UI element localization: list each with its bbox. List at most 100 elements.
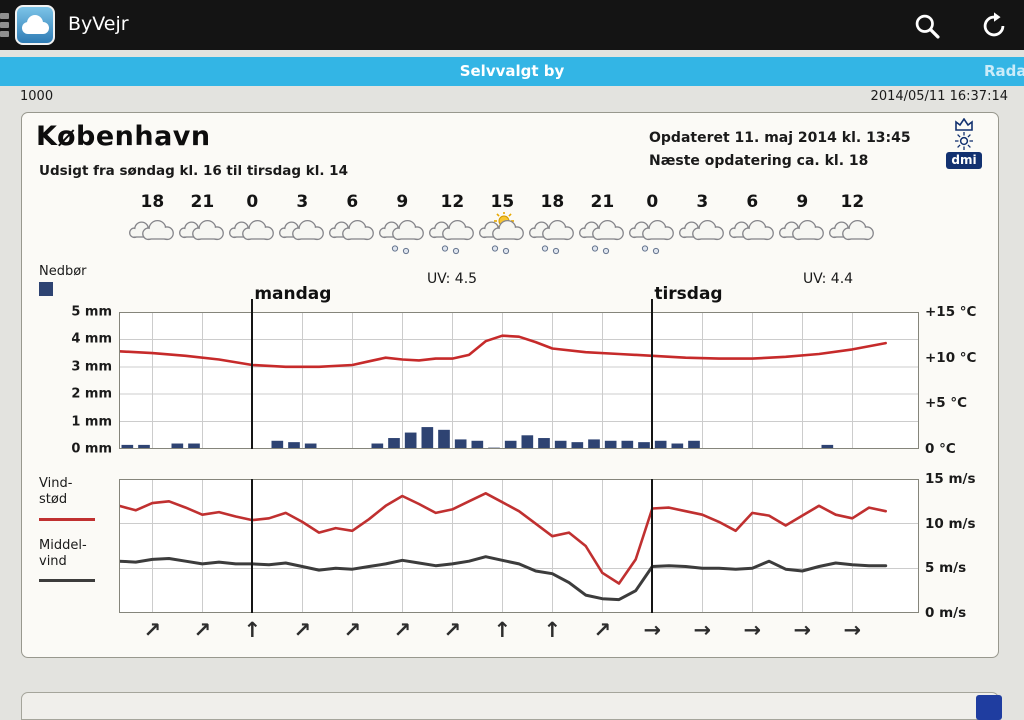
precip-tick: 4 mm [71, 331, 112, 347]
day-boundary-line [251, 299, 254, 449]
wind-arrow-ne: ↗ [193, 618, 212, 642]
wind-arrow-n: ↑ [543, 618, 562, 642]
wind-tick: 0 m/s [925, 605, 967, 621]
weather-icon-sun-cloud-rain [477, 211, 527, 256]
hour-label: 18 [540, 192, 565, 212]
wind-arrow-n: ↑ [243, 618, 262, 642]
precip-axis: 5 mm 4 mm 3 mm 2 mm 1 mm 0 mm [22, 305, 114, 457]
weather-icon-cloud-rain [577, 212, 627, 256]
wind-arrow-ne: ↗ [293, 618, 312, 642]
tab-selected-city[interactable]: Selvvalgt by [459, 62, 565, 80]
weather-icon-row [119, 211, 919, 258]
updated-text: Opdateret 11. maj 2014 kl. 13:45 [649, 130, 911, 146]
app-title: ByVejr [68, 13, 129, 35]
weather-icon-cloud [777, 212, 827, 256]
weather-icon-cloud-rain [627, 212, 677, 256]
precip-tick: 0 mm [71, 441, 112, 457]
precip-temp-chart [119, 312, 919, 449]
hour-label: 12 [840, 192, 865, 212]
temp-axis: +15 °C +10 °C +5 °C 0 °C [925, 304, 999, 457]
weather-icon-cloud [227, 212, 277, 256]
hour-label: 3 [696, 192, 709, 212]
hour-label: 9 [796, 192, 809, 212]
precip-tick: 3 mm [71, 359, 112, 375]
weather-icon-cloud [827, 212, 877, 256]
hour-label: 12 [440, 192, 465, 212]
precip-tick: 5 mm [71, 304, 112, 320]
wind-tick: 5 m/s [925, 560, 967, 577]
dmi-logo: dmi [946, 118, 982, 184]
forecast-card: København Opdateret 11. maj 2014 kl. 13:… [21, 112, 999, 658]
crown-icon [955, 118, 973, 131]
hour-label: 3 [296, 192, 309, 212]
hour-label: 6 [746, 192, 759, 212]
wind-arrow-e: → [793, 618, 812, 642]
temp-tick: +10 °C [925, 349, 977, 366]
day-boundary-line [651, 479, 654, 613]
precip-legend-swatch [39, 282, 53, 296]
banner-fragment [976, 695, 1002, 720]
action-bar: ByVejr [0, 0, 1024, 50]
wind-arrow-ne: ↗ [143, 618, 162, 642]
hour-label: 6 [346, 192, 359, 212]
day-label-mandag: mandag [254, 284, 332, 304]
wind-gust-label: Vind- stød [39, 476, 73, 507]
precip-tick: 2 mm [71, 386, 112, 402]
precip-legend-label: Nedbør [39, 264, 87, 279]
wind-arrow-e: → [843, 618, 862, 642]
next-card-edge[interactable] [21, 692, 999, 720]
wind-arrow-n: ↑ [493, 618, 512, 642]
uv-label-2: UV: 4.4 [802, 271, 854, 287]
weather-icon-cloud [177, 212, 227, 256]
wind-arrow-e: → [643, 618, 662, 642]
timestamp: 2014/05/11 16:37:14 [870, 89, 1008, 104]
wind-mean-label: Middel- vind [39, 538, 87, 569]
temp-tick: +15 °C [925, 304, 977, 320]
dmi-wordmark: dmi [946, 152, 982, 169]
wind-tick: 10 m/s [925, 515, 976, 532]
postal-code: 1000 [20, 89, 54, 104]
hour-label: 0 [646, 192, 659, 212]
wind-arrow-ne: ↗ [593, 618, 612, 642]
wind-tick: 15 m/s [925, 471, 976, 487]
wind-axis: 15 m/s 10 m/s 5 m/s 0 m/s [925, 471, 999, 621]
weather-icon-cloud [127, 212, 177, 256]
day-boundary-line [251, 479, 254, 613]
tab-radar[interactable]: Radar [984, 62, 1024, 80]
city-title: København [36, 121, 211, 152]
weather-icon-cloud [727, 212, 777, 256]
weather-icon-cloud [277, 212, 327, 256]
app-icon[interactable] [15, 5, 55, 45]
menu-handle-icon[interactable] [0, 13, 10, 40]
app-cloud-icon [22, 15, 49, 34]
update-info: Opdateret 11. maj 2014 kl. 13:45 Næste o… [649, 127, 911, 173]
weather-icon-cloud-rain [427, 212, 477, 256]
wind-direction-row: ↗ ↗ ↑ ↗ ↗ ↗ ↗ ↑ ↑ ↗ → → → → → [119, 618, 919, 644]
forecast-range: Udsigt fra søndag kl. 16 til tirsdag kl.… [39, 163, 348, 179]
hour-label: 15 [490, 192, 515, 212]
hour-label: 18 [140, 192, 165, 212]
weather-icon-cloud-rain [527, 212, 577, 256]
weather-icon-cloud-rain [377, 212, 427, 256]
hour-label: 21 [590, 192, 615, 212]
temp-tick: 0 °C [925, 441, 956, 457]
weather-icon-cloud [327, 212, 377, 256]
wind-arrow-e: → [693, 618, 712, 642]
hour-label: 0 [246, 192, 259, 212]
precip-tick: 1 mm [71, 414, 112, 430]
wind-mean-legend-line [39, 579, 95, 582]
wind-arrow-ne: ↗ [393, 618, 412, 642]
wind-arrow-e: → [743, 618, 762, 642]
wind-gust-legend-line [39, 518, 95, 521]
search-icon[interactable] [913, 12, 942, 41]
wind-chart [119, 479, 919, 613]
next-update-text: Næste opdatering ca. kl. 18 [649, 153, 869, 169]
wind-arrow-ne: ↗ [443, 618, 462, 642]
refresh-icon[interactable] [979, 11, 1009, 41]
hour-label: 21 [190, 192, 215, 212]
temp-tick: +5 °C [925, 395, 968, 412]
weather-icon-cloud [677, 212, 727, 256]
day-boundary-line [651, 299, 654, 449]
wind-arrow-ne: ↗ [343, 618, 362, 642]
